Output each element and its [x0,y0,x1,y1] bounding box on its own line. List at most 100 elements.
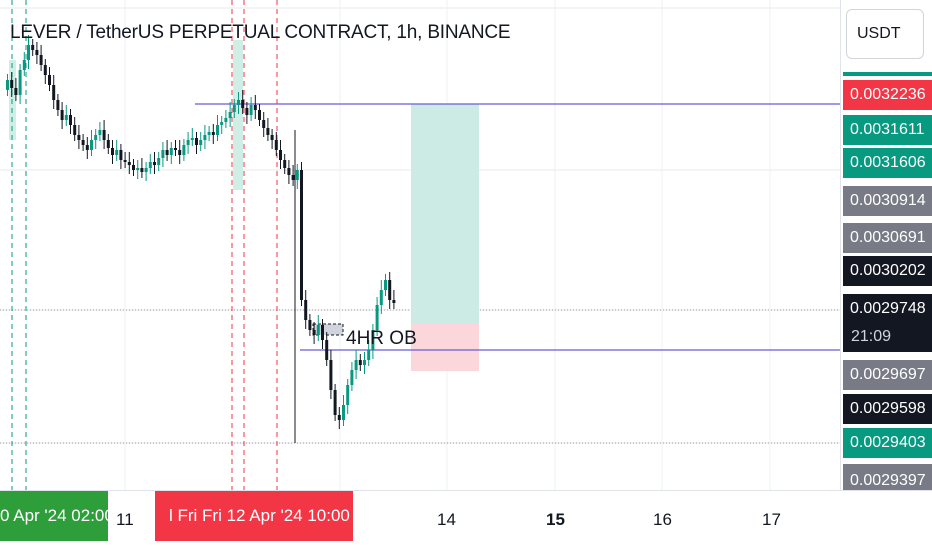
candle-body [18,70,22,95]
candle-body [140,168,144,172]
chart-pane[interactable]: LEVER / TetherUS PERPETUAL CONTRACT, 1h,… [0,0,840,490]
candle-body [111,148,114,155]
candle-body [207,132,211,135]
candle-body [132,165,135,170]
candle-body [220,122,224,125]
price-label-edge [843,72,932,76]
candle-body [337,415,341,420]
candle-body [27,45,30,60]
candle-body [31,45,35,50]
candle-body [186,140,190,145]
candle-body [224,118,228,122]
candle-body [295,170,299,180]
candle-body [245,108,249,115]
candle-body [388,280,392,300]
price-chart-canvas[interactable] [0,0,840,490]
current-price: 0.0029748 [850,300,926,317]
candle-body [249,105,253,115]
candle-body [157,158,161,165]
candle-body [216,125,219,135]
time-tick: 15 [546,510,565,529]
candle-body [379,290,383,305]
candle-body [136,168,140,170]
candle-body [287,168,291,175]
candle-body [308,320,312,330]
candle-body [81,140,85,145]
chart-title: LEVER / TetherUS PERPETUAL CONTRACT, 1h,… [10,22,511,43]
price-label-level-4: 0.0029598 [843,394,932,424]
candle-body [119,150,123,160]
candle-body [73,125,77,135]
price-label-current: 0.0029748 [843,294,932,352]
time-axis[interactable] [0,490,932,551]
price-label-level-2: 0.0030691 [843,223,932,253]
bar-countdown: 21:09 [851,328,892,345]
candle-body [241,100,245,108]
order-block-box [312,323,344,336]
candle-body [291,175,295,180]
candle-body [94,135,98,140]
order-block-label[interactable]: 4HR OB [346,328,417,349]
candle-body [148,162,152,168]
candle-body [329,360,333,390]
candle-body [178,150,182,155]
candle-body [14,88,18,95]
candle-body [232,105,236,112]
candle-body [144,168,148,172]
price-label-level-3: 0.0030202 [843,256,932,286]
price-label-level-1: 0.0030914 [843,186,932,216]
candle-body [342,405,345,420]
candle-body [43,65,47,75]
candle-body [211,132,215,135]
time-badge-crosshair-left: 0 Apr '24 02:00 [0,491,108,541]
candle-body [304,300,308,320]
candle-body [375,305,379,330]
candle-body [262,120,266,128]
time-tick: 17 [762,510,781,529]
candle-body [69,115,72,125]
time-tick: 11 [116,510,134,529]
candle-body [39,55,43,65]
candle-body [300,170,303,300]
currency-button[interactable]: USDT [846,9,924,59]
candle-body [64,115,68,120]
candle-body [350,370,354,385]
price-label-low: 0.0029403 [843,428,932,458]
time-tick: 14 [437,510,456,529]
candle-body [22,60,26,70]
candle-body [270,135,274,140]
candle-body [371,330,375,350]
candle-body [182,145,186,155]
candle-body [98,130,102,135]
time-badge-crosshair-right: l Fri Fri 12 Apr '24 10:00 [155,491,353,541]
candle-body [312,330,316,335]
candle-body [283,160,287,168]
candle-body [60,110,64,120]
candle-body [52,85,56,100]
candle-body [363,360,366,365]
candle-body [228,112,232,118]
candle-body [354,360,358,370]
candle-body [392,300,396,303]
candle-body [102,130,106,140]
candle-body [316,325,320,335]
candle-body [6,80,9,90]
candle-body [165,150,169,155]
candle-body [85,145,89,150]
candle-body [279,150,282,160]
candle-body [203,135,207,140]
candle-body [190,138,194,140]
candle-body [10,80,14,88]
candle-body [153,162,156,165]
candle-body [174,148,177,150]
candle-body [346,385,350,405]
candle-body [258,110,261,120]
candle-body [199,140,203,145]
price-label-high: 0.0031611 [843,115,932,145]
target-zone [411,104,479,323]
candle-body [106,140,110,148]
price-label-target: 0.0032236 [843,80,932,110]
price-label-stop: 0.0029697 [843,360,932,390]
candle-body [48,75,51,85]
price-label-high-2: 0.0031606 [843,148,932,178]
